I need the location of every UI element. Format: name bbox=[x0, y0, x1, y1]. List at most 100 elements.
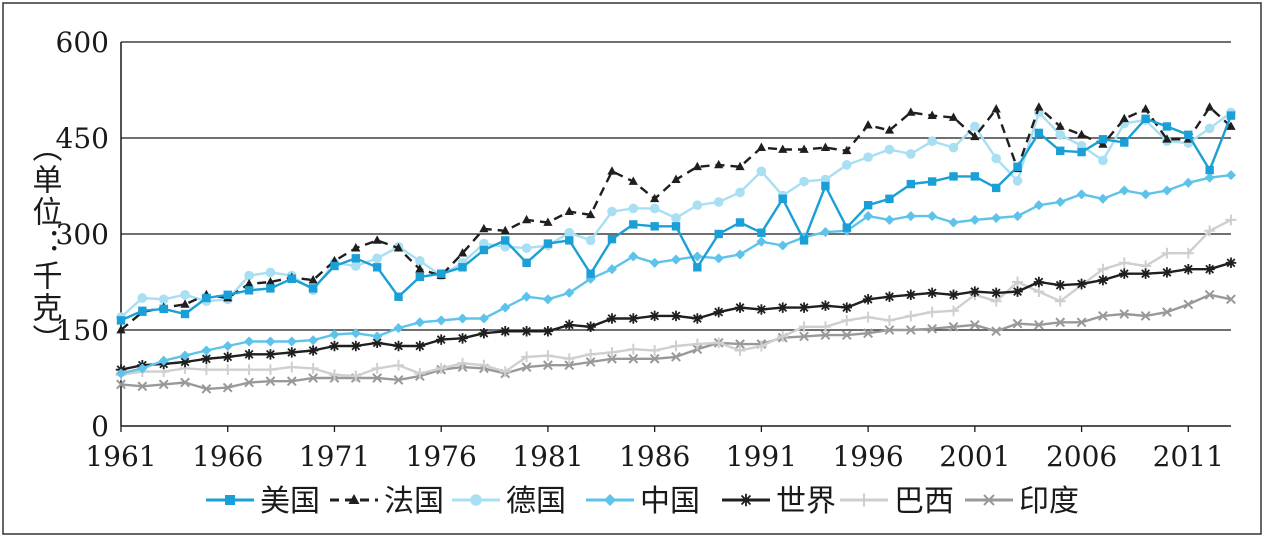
data-point bbox=[116, 324, 126, 334]
data-point bbox=[607, 166, 617, 175]
legend-item-法国: 法国 bbox=[330, 484, 444, 519]
data-point bbox=[863, 328, 874, 339]
data-point bbox=[350, 370, 362, 382]
data-point bbox=[307, 345, 319, 356]
data-point bbox=[649, 203, 660, 214]
data-point bbox=[137, 363, 148, 374]
data-point bbox=[629, 220, 638, 229]
data-point bbox=[670, 340, 682, 352]
data-point bbox=[222, 364, 234, 376]
data-point bbox=[841, 302, 853, 313]
data-point bbox=[564, 360, 575, 371]
data-point bbox=[862, 311, 874, 323]
data-point bbox=[926, 287, 938, 299]
data-point bbox=[670, 254, 682, 265]
data-point bbox=[799, 331, 809, 342]
data-point bbox=[905, 310, 917, 322]
data-point bbox=[1055, 196, 1066, 208]
data-point bbox=[1225, 170, 1237, 181]
data-point bbox=[265, 376, 276, 387]
data-point bbox=[756, 166, 767, 177]
data-point bbox=[585, 321, 596, 333]
data-point bbox=[414, 340, 426, 352]
data-point bbox=[244, 286, 254, 295]
data-point bbox=[671, 174, 681, 183]
legend-swatch-marker bbox=[225, 495, 235, 505]
legend-swatch-marker bbox=[739, 493, 753, 507]
data-point bbox=[1033, 200, 1044, 211]
data-point bbox=[606, 313, 618, 324]
data-point bbox=[1119, 113, 1129, 123]
data-point bbox=[1098, 139, 1108, 148]
data-point bbox=[1013, 162, 1022, 171]
data-point bbox=[542, 294, 553, 305]
data-point bbox=[521, 362, 532, 373]
data-point bbox=[244, 278, 254, 288]
data-point bbox=[671, 222, 681, 231]
legend-item-中国: 中国 bbox=[586, 484, 700, 519]
data-point bbox=[308, 335, 319, 346]
data-point bbox=[799, 236, 809, 245]
data-point bbox=[1204, 123, 1215, 134]
data-point bbox=[266, 284, 275, 293]
data-point bbox=[457, 357, 468, 369]
data-point bbox=[906, 107, 916, 116]
data-point bbox=[414, 368, 426, 379]
data-point bbox=[351, 243, 361, 252]
y-tick-label: 450 bbox=[56, 122, 109, 155]
data-point bbox=[479, 223, 489, 233]
data-point bbox=[777, 330, 789, 342]
data-point bbox=[863, 152, 873, 163]
data-point bbox=[393, 359, 404, 371]
series-世界 bbox=[115, 257, 1237, 375]
data-point bbox=[1204, 172, 1215, 183]
data-point bbox=[756, 236, 767, 247]
data-point bbox=[969, 214, 980, 225]
data-point bbox=[713, 306, 724, 318]
data-point bbox=[1161, 185, 1173, 196]
data-point bbox=[1205, 102, 1215, 111]
data-point bbox=[885, 194, 894, 203]
data-point bbox=[1226, 111, 1236, 120]
data-point bbox=[478, 327, 490, 339]
data-point bbox=[1033, 276, 1045, 288]
x-tick-label: 2001 bbox=[939, 440, 1010, 473]
data-point bbox=[1204, 263, 1215, 275]
data-point bbox=[286, 361, 298, 373]
data-point bbox=[841, 314, 853, 326]
data-point bbox=[1076, 129, 1087, 139]
data-point bbox=[926, 306, 938, 318]
data-point bbox=[415, 264, 425, 273]
data-point bbox=[1162, 307, 1172, 317]
data-point bbox=[243, 349, 255, 360]
y-tick-label: 150 bbox=[56, 314, 109, 347]
data-point bbox=[308, 373, 319, 383]
data-point bbox=[756, 304, 767, 315]
data-point bbox=[350, 328, 361, 339]
data-point bbox=[435, 362, 447, 374]
data-point bbox=[735, 218, 745, 227]
data-point bbox=[286, 336, 297, 347]
legend-swatch-marker bbox=[983, 494, 995, 506]
data-point bbox=[714, 159, 724, 169]
data-point bbox=[521, 243, 532, 253]
data-point bbox=[1140, 311, 1151, 321]
data-point bbox=[308, 284, 318, 293]
legend: 美国 法国 德国 中国 世界 巴西 印度 bbox=[206, 484, 1079, 519]
data-point bbox=[1033, 286, 1045, 298]
legend-swatch-marker bbox=[470, 494, 482, 506]
x-tick-label: 2011 bbox=[1153, 440, 1224, 473]
data-point bbox=[180, 309, 190, 319]
data-point bbox=[734, 249, 746, 260]
data-point bbox=[991, 104, 1001, 113]
data-point bbox=[1098, 311, 1108, 321]
data-point bbox=[543, 217, 553, 226]
data-point bbox=[927, 211, 938, 222]
x-tick-label: 1961 bbox=[85, 440, 156, 473]
data-point bbox=[521, 351, 533, 363]
legend-label: 法国 bbox=[384, 484, 444, 519]
data-point bbox=[884, 291, 895, 302]
data-point bbox=[521, 326, 532, 337]
data-point bbox=[692, 200, 703, 211]
data-point bbox=[1204, 225, 1216, 237]
